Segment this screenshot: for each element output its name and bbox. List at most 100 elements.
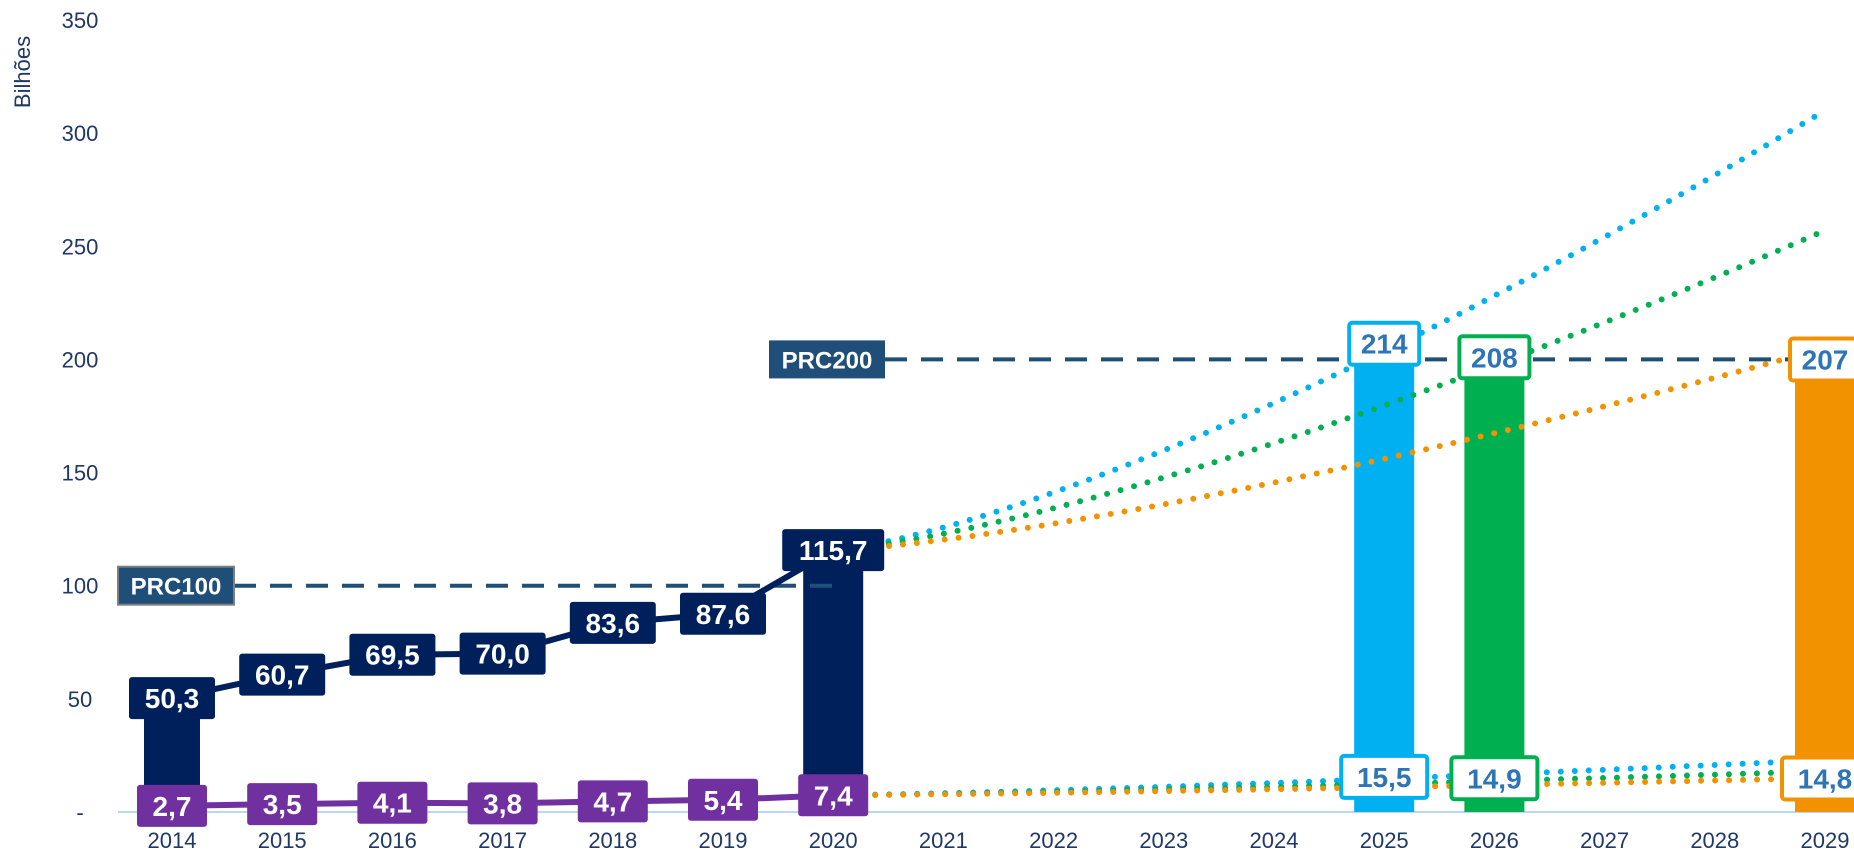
data-label-lower-box bbox=[798, 774, 869, 817]
data-label-upper: 87,6 bbox=[680, 592, 766, 635]
y-tick-label: 150 bbox=[62, 461, 99, 486]
y-tick-label: 300 bbox=[62, 121, 99, 146]
data-label-upper: 50,3 bbox=[129, 677, 215, 720]
data-label-upper-box bbox=[569, 601, 656, 644]
data-label-upper-text: 60,7 bbox=[255, 660, 310, 691]
data-label-upper-text: 83,6 bbox=[586, 608, 641, 639]
reference-label-prc200: PRC200 bbox=[769, 340, 885, 379]
x-tick-label: 2017 bbox=[478, 828, 527, 851]
data-label-lower-box bbox=[577, 780, 648, 823]
data-label-lower-box bbox=[137, 784, 207, 827]
x-tick-label: 2019 bbox=[699, 828, 748, 851]
data-label-projection-text: 214 bbox=[1361, 329, 1408, 360]
x-tick-label: 2016 bbox=[368, 828, 417, 851]
data-label-upper: 69,5 bbox=[349, 633, 436, 676]
projection-lower bbox=[830, 768, 1828, 799]
x-tick-label: 2020 bbox=[809, 828, 858, 851]
data-label-lower: 4,7 bbox=[577, 780, 648, 823]
bar-2026 bbox=[1464, 341, 1525, 812]
x-tick-label: 2018 bbox=[588, 828, 637, 851]
data-label-projection-box bbox=[1788, 336, 1854, 383]
data-label-lower-text: 5,4 bbox=[704, 785, 743, 816]
data-label-projection: 214 bbox=[1347, 320, 1422, 367]
data-label-projection-box bbox=[1457, 334, 1532, 381]
data-label-upper: 70,0 bbox=[459, 632, 546, 675]
data-label-upper-text: 50,3 bbox=[145, 683, 200, 714]
y-tick-label: 350 bbox=[62, 8, 99, 33]
x-tick-label: 2025 bbox=[1360, 828, 1409, 851]
data-label-lower-box bbox=[247, 783, 318, 826]
data-label-upper-box bbox=[459, 632, 546, 675]
data-label-projection-lower-box bbox=[1780, 755, 1854, 802]
x-tick-label: 2026 bbox=[1470, 828, 1519, 851]
x-tick-label: 2021 bbox=[919, 828, 968, 851]
x-tick-label: 2028 bbox=[1690, 828, 1739, 851]
data-label-upper: 83,6 bbox=[569, 601, 656, 644]
projection-lines bbox=[830, 107, 1828, 799]
data-label-lower: 7,4 bbox=[798, 774, 869, 817]
data-label-upper-text: 70,0 bbox=[475, 639, 530, 670]
data-label-lower-text: 3,5 bbox=[263, 789, 302, 820]
bar-2020 bbox=[803, 550, 864, 812]
data-label-lower-text: 7,4 bbox=[814, 780, 853, 811]
data-label-projection-text: 208 bbox=[1471, 342, 1518, 373]
reference-label-text: PRC100 bbox=[131, 574, 222, 601]
data-label-projection-lower-box bbox=[1339, 753, 1430, 800]
data-label-lower-box bbox=[467, 782, 538, 825]
x-tick-label: 2014 bbox=[148, 828, 197, 851]
data-label-upper: 115,7 bbox=[782, 529, 885, 572]
data-label-upper-box bbox=[782, 529, 885, 572]
y-tick-label: - bbox=[76, 800, 83, 825]
data-label-projection-lower-text: 15,5 bbox=[1357, 762, 1412, 793]
data-label-upper-text: 87,6 bbox=[696, 599, 751, 630]
data-label-lower: 3,8 bbox=[467, 782, 538, 825]
data-label-lower: 4,1 bbox=[357, 781, 428, 824]
data-label-projection-lower: 14,9 bbox=[1449, 755, 1540, 802]
data-label-lower: 3,5 bbox=[247, 783, 318, 826]
data-label-lower: 2,7 bbox=[137, 784, 207, 827]
x-tick-label: 2023 bbox=[1139, 828, 1188, 851]
y-tick-label: 100 bbox=[62, 574, 99, 599]
data-label-upper-text: 115,7 bbox=[799, 535, 868, 566]
bar-2025 bbox=[1354, 327, 1415, 812]
y-tick-label: 50 bbox=[68, 687, 92, 712]
projection-lower bbox=[830, 775, 1828, 799]
data-label-projection-lower-box bbox=[1449, 755, 1540, 802]
data-label-upper-text: 69,5 bbox=[365, 640, 420, 671]
bar-2029 bbox=[1795, 343, 1854, 812]
reference-label-box bbox=[769, 340, 885, 379]
data-label-lower-text: 2,7 bbox=[153, 791, 192, 822]
data-label-projection-lower: 15,5 bbox=[1339, 753, 1430, 800]
reference-label-box bbox=[117, 565, 235, 606]
data-label-lower-text: 3,8 bbox=[483, 788, 522, 819]
data-label-projection-box bbox=[1347, 320, 1422, 367]
x-axis-ticks: 2014 2015 2016 2017 2018 2019 2020 2021 2022 2023… bbox=[148, 828, 1850, 851]
projection-upper bbox=[830, 227, 1828, 554]
bars bbox=[144, 327, 1854, 812]
x-tick-label: 2029 bbox=[1801, 828, 1850, 851]
y-axis-ticks: - 50 100 150 200 250 300 350 bbox=[62, 8, 99, 825]
data-label-lower-text: 4,1 bbox=[373, 788, 412, 819]
y-tick-label: 250 bbox=[62, 234, 99, 259]
data-label-projection-lower-text: 14,8 bbox=[1798, 764, 1853, 795]
data-label-lower-text: 4,7 bbox=[593, 786, 632, 817]
data-label-projection-text: 207 bbox=[1802, 345, 1849, 376]
reference-lines: PRC100 PRC200 bbox=[117, 340, 1825, 606]
data-label-upper-box bbox=[349, 633, 436, 676]
data-label-upper-box bbox=[239, 653, 326, 696]
data-label-lower-box bbox=[688, 778, 758, 821]
data-label-upper-box bbox=[680, 592, 766, 635]
x-tick-label: 2022 bbox=[1029, 828, 1078, 851]
reference-label-prc100: PRC100 bbox=[117, 565, 235, 606]
projection-upper bbox=[830, 107, 1828, 554]
projection-lower bbox=[830, 757, 1828, 799]
data-labels: 50,3 60,7 69,5 70,0 83,6 87,6 115,7 2,7 3,5 4,1 3,… bbox=[129, 320, 1854, 827]
y-axis-label: Bilhões bbox=[10, 36, 35, 108]
data-label-projection-lower-text: 14,9 bbox=[1467, 763, 1522, 794]
x-tick-label: 2027 bbox=[1580, 828, 1629, 851]
data-label-projection-lower: 14,8 bbox=[1780, 755, 1854, 802]
x-tick-label: 2024 bbox=[1250, 828, 1299, 851]
data-label-upper: 60,7 bbox=[239, 653, 326, 696]
data-label-lower: 5,4 bbox=[688, 778, 758, 821]
